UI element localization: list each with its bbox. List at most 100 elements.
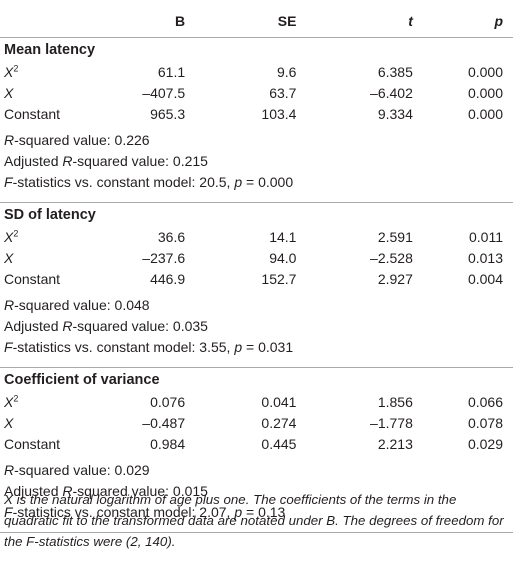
section-title: Coefficient of variance <box>4 372 160 388</box>
term-exponent: 2 <box>13 393 19 404</box>
se-value: 103.4 <box>261 106 297 122</box>
term-cell: Constant <box>0 104 95 125</box>
p-value: 0.029 <box>467 436 503 452</box>
p-value: 0.013 <box>467 250 503 266</box>
term-label: X <box>4 229 14 245</box>
table-row: X2 36.6 14.1 2.591 0.011 <box>0 227 513 248</box>
t-value: 6.385 <box>377 64 413 80</box>
f-p-value: 0.031 <box>258 339 294 355</box>
t-value: –6.402 <box>370 85 413 101</box>
header-row: B SE t p <box>0 6 513 38</box>
term-cell: Constant <box>0 269 95 290</box>
t-value: –1.778 <box>370 415 413 431</box>
b-value: –0.487 <box>142 415 186 431</box>
header-b: B <box>175 13 186 29</box>
adj-r-squared-row: Adjusted R-squared value: 0.215 <box>4 153 208 169</box>
se-value: 0.041 <box>261 394 297 410</box>
p-value: 0.000 <box>467 64 503 80</box>
table-row: X –407.5 63.7 –6.402 0.000 <box>0 83 513 104</box>
term-cell: X2 <box>0 62 95 83</box>
table-body: Mean latency X2 61.1 9.6 6.385 0.000 X –407.5 63… <box>0 38 513 533</box>
table-footnote: X is the natural logarithm of age plus o… <box>4 492 504 549</box>
f-statistic-row: F-statistics vs. constant model: 20.5, p… <box>4 174 294 190</box>
t-value: 1.856 <box>377 394 413 410</box>
header-blank <box>0 6 95 38</box>
table-row: Constant 446.9 152.7 2.927 0.004 <box>0 269 513 290</box>
p-value: 0.000 <box>467 85 503 101</box>
r-squared-row: R-squared value: 0.048 <box>4 297 150 313</box>
section-header: Mean latency <box>0 38 513 63</box>
section-divider <box>0 193 513 203</box>
r-squared-value: 0.226 <box>114 132 150 148</box>
section-divider <box>0 523 513 533</box>
b-value: 36.6 <box>157 229 186 245</box>
f-value: 3.55 <box>199 339 227 355</box>
term-label: X <box>4 85 14 101</box>
r-squared-row: R-squared value: 0.029 <box>4 462 150 478</box>
p-value: 0.000 <box>467 106 503 122</box>
t-value: –2.528 <box>370 250 413 266</box>
b-value: –407.5 <box>142 85 186 101</box>
p-value: 0.011 <box>469 229 503 245</box>
term-cell: X2 <box>0 392 95 413</box>
se-value: 63.7 <box>269 85 297 101</box>
p-value: 0.004 <box>467 271 503 287</box>
t-value: 2.213 <box>377 436 413 452</box>
se-value: 14.1 <box>269 229 297 245</box>
section-divider <box>0 358 513 368</box>
p-value: 0.066 <box>467 394 503 410</box>
adj-r-squared-row: Adjusted R-squared value: 0.015 <box>4 483 208 499</box>
b-value: 0.984 <box>150 436 186 452</box>
term-exponent: 2 <box>13 63 19 74</box>
term-cell: X <box>0 83 95 104</box>
term-cell: X2 <box>0 227 95 248</box>
term-label: Constant <box>4 436 61 452</box>
table-row: Constant 0.984 0.445 2.213 0.029 <box>0 434 513 455</box>
section-header: Coefficient of variance <box>0 368 513 393</box>
f-value: 2.07 <box>199 504 227 520</box>
table-row: X –0.487 0.274 –1.778 0.078 <box>0 413 513 434</box>
se-value: 152.7 <box>261 271 297 287</box>
r-squared-value: 0.029 <box>114 462 150 478</box>
adj-r-squared-row: Adjusted R-squared value: 0.035 <box>4 318 208 334</box>
section-header: SD of latency <box>0 203 513 228</box>
se-value: 94.0 <box>269 250 297 266</box>
f-statistic-row: F-statistics vs. constant model: 2.07, p… <box>4 504 286 520</box>
f-p-value: 0.13 <box>258 504 286 520</box>
term-label: Constant <box>4 106 61 122</box>
adj-r-squared-value: 0.015 <box>172 483 208 499</box>
header-t: t <box>408 13 413 29</box>
term-label: X <box>4 394 14 410</box>
header-p: p <box>494 13 503 29</box>
f-value: 20.5 <box>199 174 227 190</box>
table-row: X –237.6 94.0 –2.528 0.013 <box>0 248 513 269</box>
p-value: 0.078 <box>467 415 503 431</box>
t-value: 2.927 <box>377 271 413 287</box>
term-label: X <box>4 64 14 80</box>
term-label: X <box>4 415 14 431</box>
term-label: X <box>4 250 14 266</box>
regression-table: B SE t p Mean latency X2 61.1 9.6 6.385 0.000… <box>0 6 513 533</box>
term-label: Constant <box>4 271 61 287</box>
b-value: 446.9 <box>150 271 186 287</box>
adj-r-squared-value: 0.035 <box>172 318 208 334</box>
section-title: SD of latency <box>4 207 96 223</box>
b-value: 0.076 <box>150 394 186 410</box>
term-cell: X <box>0 413 95 434</box>
table-row: X2 61.1 9.6 6.385 0.000 <box>0 62 513 83</box>
t-value: 9.334 <box>377 106 413 122</box>
f-p-value: 0.000 <box>258 174 294 190</box>
t-value: 2.591 <box>377 229 413 245</box>
section-title: Mean latency <box>4 42 96 58</box>
se-value: 0.445 <box>261 436 297 452</box>
term-cell: Constant <box>0 434 95 455</box>
b-value: –237.6 <box>142 250 186 266</box>
r-squared-value: 0.048 <box>114 297 150 313</box>
se-value: 0.274 <box>261 415 297 431</box>
table-row: X2 0.076 0.041 1.856 0.066 <box>0 392 513 413</box>
b-value: 965.3 <box>150 106 186 122</box>
adj-r-squared-value: 0.215 <box>172 153 208 169</box>
term-cell: X <box>0 248 95 269</box>
f-statistic-row: F-statistics vs. constant model: 3.55, p… <box>4 339 294 355</box>
